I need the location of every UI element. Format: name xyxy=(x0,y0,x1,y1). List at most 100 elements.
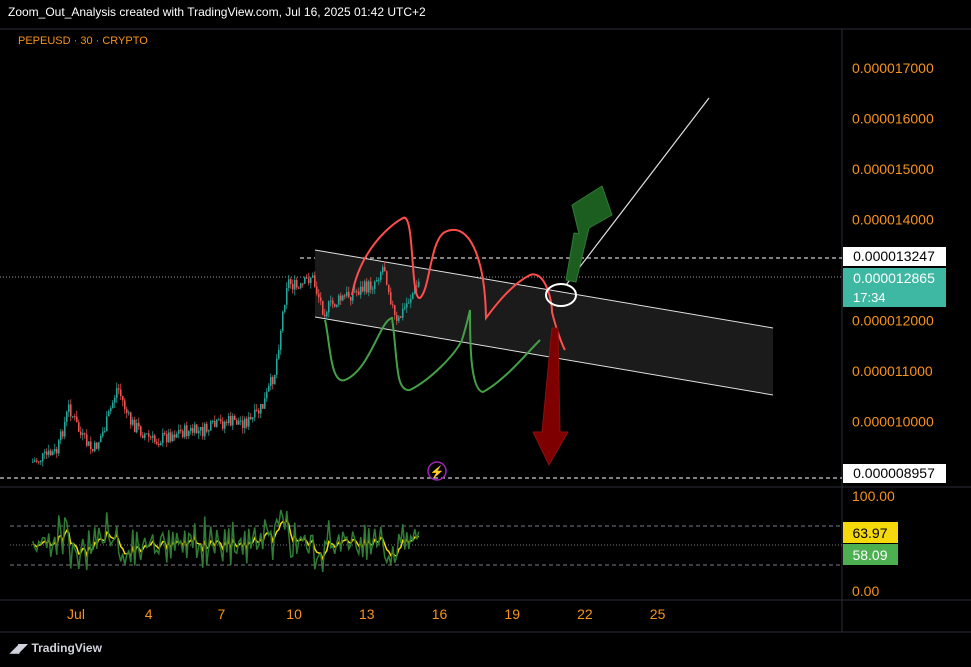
candle-body xyxy=(329,300,332,302)
candle-body xyxy=(255,409,258,411)
candle-body xyxy=(213,421,216,427)
candle-body xyxy=(103,431,106,433)
candle-body xyxy=(79,431,82,435)
arrow-down-icon xyxy=(532,327,569,466)
breakout-circle[interactable] xyxy=(545,283,577,307)
candle-body xyxy=(155,441,158,444)
candle-body xyxy=(125,409,128,413)
candle-body xyxy=(301,283,304,285)
candle-body xyxy=(141,435,144,438)
candle-body xyxy=(95,442,98,449)
y-axis[interactable]: 0.000017000 0.000016000 0.000015000 0.00001… xyxy=(852,60,934,430)
candle-body xyxy=(331,300,334,305)
candle-body xyxy=(135,422,138,433)
candle-body xyxy=(251,417,254,420)
candle-body xyxy=(227,415,230,424)
candle-body xyxy=(65,411,68,422)
candles-layer xyxy=(31,261,420,467)
candle-body xyxy=(345,292,348,296)
candle-body xyxy=(111,402,114,409)
candle-body xyxy=(307,278,310,284)
candle-body xyxy=(153,435,156,442)
candle-body xyxy=(383,267,386,272)
candle-body xyxy=(239,420,242,422)
candle-body xyxy=(209,421,212,431)
candle-body xyxy=(75,416,78,423)
channel-fill xyxy=(315,250,773,395)
x-tick-label: 7 xyxy=(218,606,226,622)
y-tick-label: 0.000014000 xyxy=(852,212,934,228)
x-tick-label: 16 xyxy=(432,606,448,622)
target-line[interactable] xyxy=(565,97,710,286)
candle-body xyxy=(397,316,400,321)
candle-body xyxy=(303,277,306,284)
event-marker[interactable] xyxy=(427,461,447,481)
candle-body xyxy=(233,415,236,421)
candle-body xyxy=(351,292,354,301)
candle-body xyxy=(389,292,392,305)
candle-body xyxy=(417,281,420,287)
candle-body xyxy=(123,400,126,410)
candle-body xyxy=(149,436,152,438)
candle-body xyxy=(297,287,300,289)
price-label-13247-box xyxy=(843,247,946,266)
symbol-label[interactable]: PEPEUSD · 30 · CRYPTO xyxy=(18,35,148,47)
candle-body xyxy=(363,281,366,292)
candle-body xyxy=(305,277,308,279)
candle-body xyxy=(31,461,34,463)
candle-body xyxy=(247,416,250,427)
candle-body xyxy=(77,422,80,432)
candle-body xyxy=(327,301,330,313)
candle-body xyxy=(167,432,170,443)
channel-lower-line[interactable] xyxy=(314,316,774,396)
candle-body xyxy=(395,314,398,321)
candle-body xyxy=(403,307,406,309)
candle-body xyxy=(175,433,178,438)
candle-body xyxy=(85,434,88,446)
candle-body xyxy=(119,389,122,397)
rsi-tick-100: 100.00 xyxy=(852,488,895,504)
candle-body xyxy=(37,461,40,463)
candle-body xyxy=(399,316,402,318)
candle-body xyxy=(411,293,414,299)
candle-body xyxy=(183,425,186,438)
candle-body xyxy=(365,281,368,293)
x-axis[interactable]: Jul 4 7 10 13 16 19 22 25 xyxy=(67,606,666,622)
candle-body xyxy=(359,286,362,295)
candle-body xyxy=(229,415,232,426)
candle-body xyxy=(91,449,94,451)
candle-body xyxy=(101,431,104,437)
candle-body xyxy=(185,425,188,437)
candle-body xyxy=(143,433,146,438)
candle-body xyxy=(315,286,318,294)
y-tick-label: 0.000012000 xyxy=(852,313,934,329)
candle-body xyxy=(377,279,380,281)
candle-body xyxy=(201,426,204,437)
projection-path-red xyxy=(351,216,566,351)
candle-body xyxy=(211,421,214,423)
candle-body xyxy=(285,288,288,305)
candle-body xyxy=(133,419,136,433)
candle-body xyxy=(231,415,234,426)
rsi-ma-value: 63.97 xyxy=(852,525,887,541)
candle-body xyxy=(243,418,246,429)
y-tick-label: 0.000015000 xyxy=(852,161,934,177)
candle-body xyxy=(253,409,256,418)
candle-body xyxy=(151,435,154,438)
candle-body xyxy=(273,374,276,385)
candle-body xyxy=(249,416,252,420)
candle-body xyxy=(379,272,382,280)
candle-body xyxy=(217,419,220,421)
candle-body xyxy=(339,295,342,301)
candle-body xyxy=(337,295,340,305)
candle-body xyxy=(235,420,238,425)
candle-body xyxy=(293,279,296,290)
candle-body xyxy=(325,312,328,317)
candle-body xyxy=(205,423,208,432)
x-tick-label: 22 xyxy=(577,606,593,622)
countdown-label: 17:34 xyxy=(853,290,886,305)
channel-upper-line[interactable] xyxy=(314,249,774,329)
candle-body xyxy=(237,420,240,425)
